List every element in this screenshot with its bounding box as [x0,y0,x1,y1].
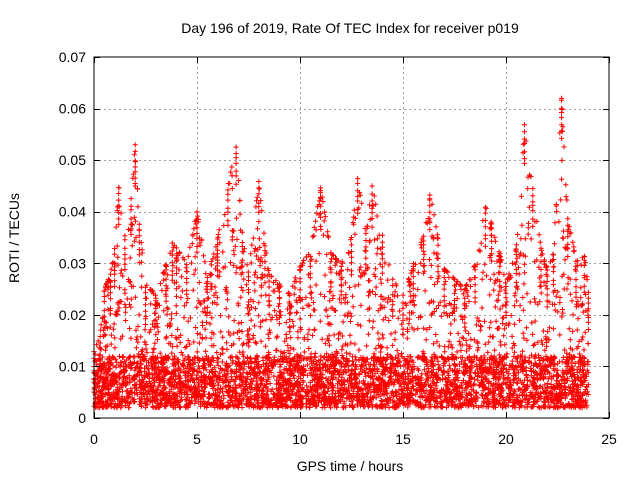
y-tick-label: 0 [78,410,86,426]
roti-peak-marker [225,187,231,228]
roti-peak-marker [544,267,550,310]
roti-peak-marker [451,276,458,323]
roti-peak-marker [132,142,138,187]
x-axis-label: GPS time / hours [297,458,404,474]
roti-peak-marker [421,233,427,276]
plot-frame [93,56,610,419]
roti-peak-marker [194,209,200,255]
roti-peak-marker [435,236,441,282]
roti-peak-marker [559,97,565,141]
x-tick-label: 15 [395,431,411,447]
roti-peak-marker [550,252,556,295]
roti-peak-marker [503,283,509,328]
roti-peak-marker [256,178,262,225]
roti-peak-marker [262,243,268,286]
y-tick-label: 0.05 [59,152,86,168]
roti-peak-marker [355,176,361,216]
roti-peak-marker [521,122,528,166]
y-tick-label: 0.03 [59,255,86,271]
roti-peak-marker [573,258,579,300]
roti-peak-marker [184,262,190,306]
roti-peak-marker [530,186,536,229]
roti-peak-marker [348,234,355,278]
roti-peak-marker [153,295,159,338]
y-tick-label: 0.06 [59,101,86,117]
roti-peak-marker [204,274,210,315]
x-tick-label: 20 [498,431,514,447]
roti-peak-marker [427,192,433,233]
roti-peak-marker [287,292,293,335]
roti-peak-marker [163,262,169,304]
roti-peak-marker [472,264,478,305]
roti-peak-marker [233,144,239,187]
y-tick-label: 0.04 [59,204,86,220]
roti-peak-marker [239,229,245,276]
roti-peak-marker [276,284,282,327]
roti-peak-marker [128,196,134,237]
y-tick-label: 0.07 [59,49,86,65]
roti-peak-marker [112,246,118,289]
roti-peak-marker [462,287,468,330]
roti-peak-marker [266,271,272,317]
roti-peak-marker [122,233,128,273]
roti-plus-markers [91,95,591,411]
roti-peak-marker [101,288,107,331]
roti-peak-marker [173,245,179,292]
roti-peak-marker [97,333,103,379]
roti-peak-marker [142,284,149,328]
roti-peak-marker [116,185,122,227]
y-tick-label: 0.02 [59,307,86,323]
roti-peak-marker [245,274,252,317]
roti-peak-marker [390,276,396,319]
y-axis-label: ROTI / TECUs [6,193,22,283]
roti-peak-marker [136,221,142,266]
x-tick-label: 5 [193,431,201,447]
roti-peak-marker [169,240,175,283]
roti-peak-marker [538,245,544,289]
axis-tick-labels: 0 5 10 15 20 25 0 0.01 0.02 0.03 0.04 0.05 0.06 0.07 [59,49,617,447]
y-tick-label: 0.01 [59,358,86,374]
x-tick-label: 10 [292,431,308,447]
grid-lines [94,57,609,418]
roti-peak-marker [441,267,447,309]
roti-peak-marker [482,204,488,249]
roti-peak-marker [410,263,416,304]
roti-peak-marker [585,289,591,333]
roti-peak-marker [318,185,324,229]
roti-peak-marker [379,232,385,276]
roti-peak-marker [215,236,221,279]
roti-peak-marker [497,254,503,294]
roti-peak-marker [328,250,334,295]
x-tick-label: 0 [90,431,98,447]
roti-peak-marker [363,230,369,273]
roti-peak-marker [338,263,344,306]
axis-ticks [94,57,610,419]
roti-peak-marker [581,254,587,295]
roti-peak-marker [369,183,375,230]
roti-peak-marker [513,249,519,290]
roti-peak-marker [400,292,406,338]
x-tick-label: 25 [601,431,617,447]
chart-title: Day 196 of 2019, Rate Of TEC Index for r… [181,20,519,36]
roti-peak-marker [489,221,495,264]
roti-peak-marker [107,271,114,317]
roti-peak-marker [307,253,313,297]
roti-peak-marker [297,264,303,304]
roti-peak-marker [565,216,571,260]
